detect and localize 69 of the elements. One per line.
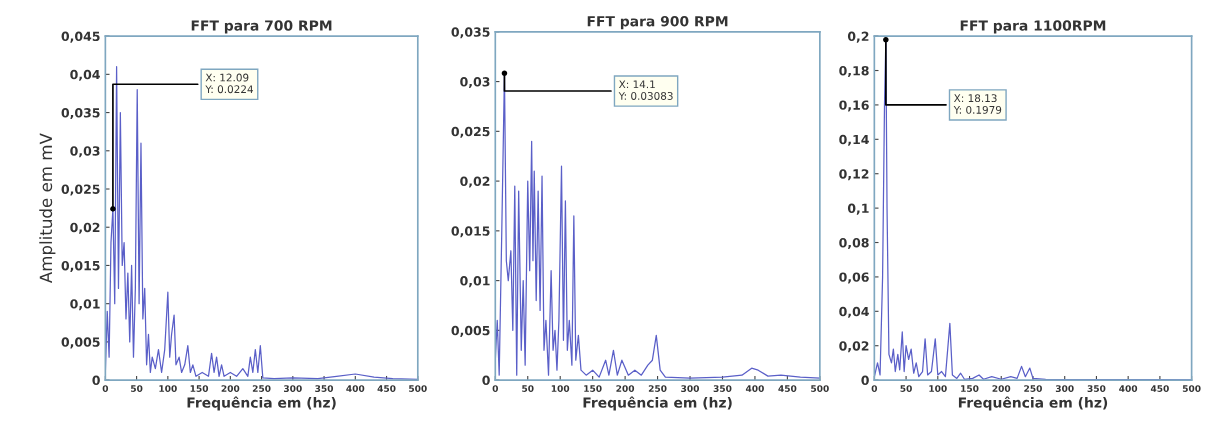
x-axis-title: Frequência em (hz) — [187, 396, 336, 411]
x-tick-label: 500 — [811, 385, 829, 392]
x-tick-label: 200 — [221, 385, 240, 392]
y-tick-label: 0,16 — [839, 100, 869, 112]
x-tick-label: 250 — [1024, 385, 1042, 392]
x-tick-label: 50 — [522, 385, 534, 392]
x-tick-label: 400 — [1119, 385, 1138, 392]
x-tick-label: 0 — [102, 385, 109, 392]
annotation: X: 12.09 Y: 0.0224 — [205, 73, 253, 94]
x-tick-label: 150 — [961, 385, 979, 392]
x-tick-label: 50 — [900, 385, 912, 392]
y-tick-label: 0,06 — [839, 272, 869, 284]
y-tick-label: 0,04 — [70, 69, 100, 81]
y-tick-label: 0,025 — [451, 126, 490, 138]
x-tick-label: 300 — [1055, 385, 1074, 392]
x-axis-title: Frequência em (hz) — [583, 396, 732, 411]
y-tick-label: 0,02 — [460, 176, 490, 188]
y-tick-label: 0,04 — [839, 306, 869, 318]
x-tick-label: 150 — [584, 385, 602, 392]
annotation: X: 14.1 Y: 0.03083 — [618, 80, 673, 100]
y-tick-label: 0,02 — [839, 341, 869, 353]
y-tick-label: 0,025 — [61, 184, 100, 196]
chart-title: FFT para 700 RPM — [191, 20, 332, 34]
annotation: X: 18.13 Y: 0.1979 — [953, 94, 1002, 114]
y-tick-label: 0,18 — [839, 65, 869, 78]
y-tick-label: 0,015 — [451, 226, 490, 238]
x-tick-label: 100 — [159, 385, 177, 392]
y-axis-title: Amplitude em mV — [39, 133, 56, 284]
x-tick-label: 350 — [713, 385, 732, 392]
chart-title: FFT para 1100RPM — [960, 20, 1106, 34]
x-tick-label: 350 — [1087, 385, 1106, 392]
y-tick-label: 0,08 — [839, 237, 869, 250]
y-tick-label: 0,035 — [61, 108, 100, 120]
x-tick-label: 450 — [377, 385, 396, 392]
x-tick-label: 100 — [551, 385, 570, 392]
x-tick-label: 50 — [131, 385, 143, 392]
x-tick-label: 500 — [409, 385, 427, 392]
chart-title: FFT para 900 RPM — [587, 15, 728, 30]
x-tick-label: 450 — [778, 385, 797, 392]
y-tick-label: 0,12 — [839, 169, 869, 181]
y-tick-label: 0,005 — [61, 337, 100, 349]
y-tick-label: 0,005 — [451, 325, 490, 337]
y-tick-label: 0,14 — [839, 134, 869, 146]
x-tick-label: 250 — [648, 385, 667, 392]
x-tick-label: 450 — [1150, 385, 1169, 392]
x-tick-label: 150 — [190, 385, 209, 392]
y-tick-label: 0,1 — [847, 203, 869, 215]
x-tick-label: 500 — [1182, 385, 1201, 392]
y-tick-label: 0,01 — [460, 276, 490, 288]
y-tick-label: 0,035 — [451, 27, 490, 39]
x-tick-label: 0 — [871, 385, 878, 392]
x-tick-label: 200 — [616, 385, 635, 392]
x-axis-title: Frequência em (hz) — [958, 396, 1108, 411]
y-tick-label: 0,02 — [70, 222, 100, 234]
x-tick-label: 400 — [346, 385, 365, 392]
y-tick-label: 0,03 — [70, 146, 100, 158]
y-tick-label: 0,03 — [460, 77, 490, 89]
x-tick-label: 400 — [745, 385, 764, 392]
x-tick-label: 300 — [284, 385, 302, 392]
x-tick-label: 300 — [681, 385, 700, 392]
y-tick-label: 0,045 — [61, 31, 100, 43]
x-tick-label: 350 — [315, 385, 334, 392]
x-tick-label: 0 — [492, 385, 499, 392]
x-tick-label: 100 — [929, 385, 947, 392]
x-tick-label: 200 — [992, 385, 1011, 392]
y-tick-label: 0,01 — [70, 299, 100, 311]
x-tick-label: 250 — [252, 385, 271, 392]
y-tick-label: 0,2 — [847, 31, 869, 43]
y-tick-label: 0,015 — [61, 260, 100, 272]
